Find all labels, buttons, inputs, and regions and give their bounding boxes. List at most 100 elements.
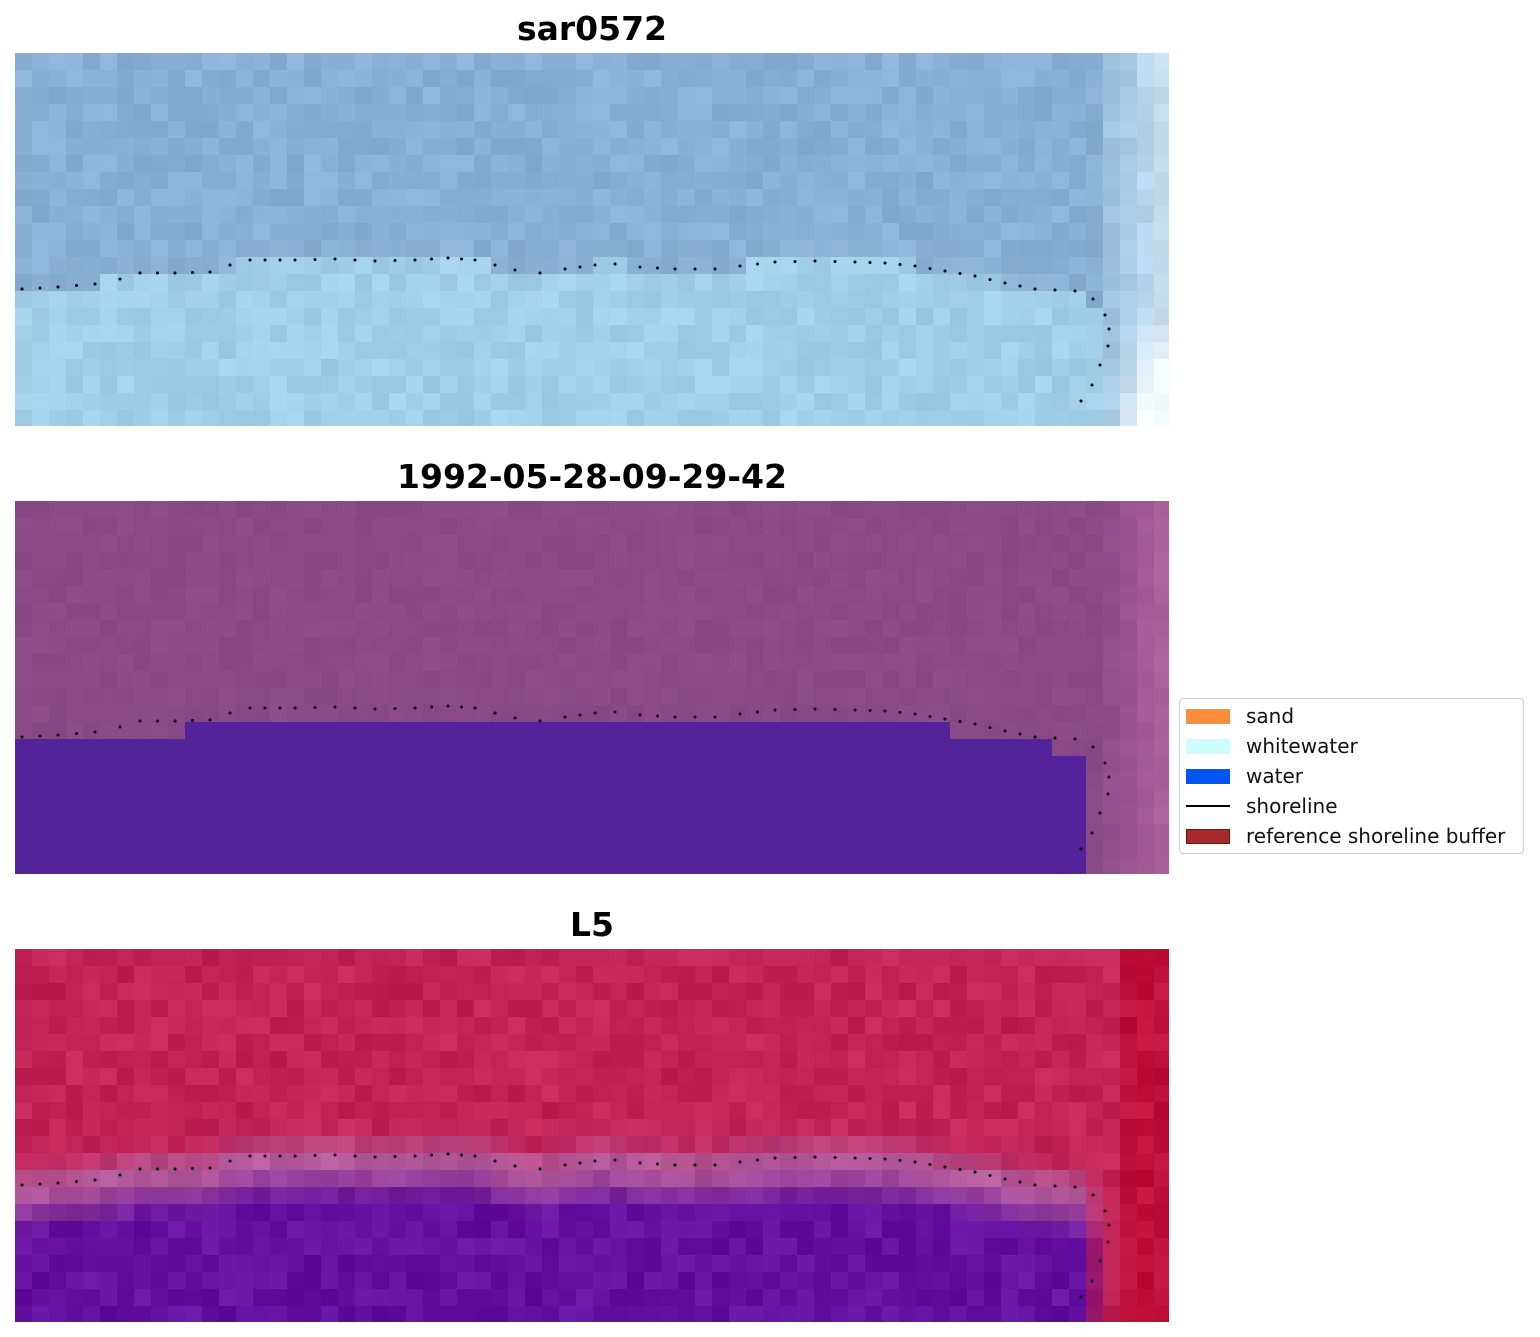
- raster-pixel: [83, 155, 101, 173]
- raster-pixel: [1052, 722, 1070, 740]
- raster-pixel: [202, 87, 220, 105]
- raster-pixel: [406, 983, 424, 1001]
- raster-pixel: [457, 1272, 475, 1290]
- raster-pixel: [338, 138, 356, 156]
- raster-pixel: [321, 790, 339, 808]
- raster-pixel: [372, 393, 390, 411]
- raster-pixel: [1120, 1153, 1138, 1171]
- raster-pixel: [1069, 654, 1087, 672]
- raster-pixel: [491, 637, 509, 655]
- raster-pixel: [389, 257, 407, 275]
- raster-pixel: [780, 603, 798, 621]
- raster-pixel: [780, 70, 798, 88]
- raster-pixel: [797, 841, 815, 859]
- raster-pixel: [559, 1238, 577, 1256]
- raster-pixel: [593, 189, 611, 207]
- raster-pixel: [1052, 240, 1070, 258]
- raster-pixel: [593, 535, 611, 553]
- raster-pixel: [1018, 359, 1036, 377]
- raster-pixel: [151, 1289, 169, 1307]
- raster-pixel: [389, 121, 407, 139]
- raster-pixel: [253, 586, 271, 604]
- raster-pixel: [253, 1153, 271, 1171]
- raster-pixel: [151, 705, 169, 723]
- raster-pixel: [304, 1085, 322, 1103]
- raster-pixel: [1069, 501, 1087, 519]
- raster-pixel: [593, 376, 611, 394]
- raster-pixel: [984, 824, 1002, 842]
- raster-pixel: [338, 1221, 356, 1239]
- raster-pixel: [457, 1170, 475, 1188]
- raster-pixel: [729, 518, 747, 536]
- shoreline-dot: [513, 716, 517, 720]
- raster-pixel: [746, 773, 764, 791]
- raster-pixel: [797, 240, 815, 258]
- raster-pixel: [746, 121, 764, 139]
- raster-pixel: [729, 773, 747, 791]
- raster-pixel: [661, 359, 679, 377]
- raster-pixel: [15, 1153, 33, 1171]
- raster-pixel: [457, 138, 475, 156]
- raster-pixel: [32, 586, 50, 604]
- raster-pixel: [15, 410, 33, 426]
- raster-pixel: [695, 1136, 713, 1154]
- raster-pixel: [406, 1204, 424, 1222]
- raster-pixel: [440, 206, 458, 224]
- raster-pixel: [933, 291, 951, 309]
- raster-pixel: [899, 586, 917, 604]
- raster-pixel: [746, 189, 764, 207]
- raster-pixel: [746, 518, 764, 536]
- raster-pixel: [746, 841, 764, 859]
- raster-pixel: [1103, 240, 1121, 258]
- raster-pixel: [321, 552, 339, 570]
- raster-pixel: [661, 518, 679, 536]
- raster-pixel: [287, 773, 305, 791]
- raster-pixel: [1103, 1221, 1121, 1239]
- raster-pixel: [576, 1306, 594, 1322]
- raster-pixel: [1103, 1119, 1121, 1137]
- raster-pixel: [1052, 1221, 1070, 1239]
- raster-pixel: [423, 552, 441, 570]
- raster-pixel: [950, 240, 968, 258]
- raster-pixel: [1052, 1204, 1070, 1222]
- raster-pixel: [1069, 359, 1087, 377]
- raster-pixel: [32, 824, 50, 842]
- raster-pixel: [1035, 1017, 1053, 1035]
- raster-pixel: [236, 1221, 254, 1239]
- raster-pixel: [933, 1204, 951, 1222]
- raster-pixel: [32, 1306, 50, 1322]
- raster-pixel: [950, 620, 968, 638]
- raster-pixel: [899, 1238, 917, 1256]
- raster-pixel: [1154, 257, 1169, 275]
- raster-pixel: [1001, 1255, 1019, 1273]
- raster-pixel: [1001, 1153, 1019, 1171]
- raster-pixel: [372, 824, 390, 842]
- raster-pixel: [1035, 189, 1053, 207]
- raster-pixel: [831, 1272, 849, 1290]
- raster-pixel: [763, 1000, 781, 1018]
- raster-pixel: [780, 637, 798, 655]
- raster-pixel: [15, 949, 33, 967]
- raster-pixel: [270, 376, 288, 394]
- raster-pixel: [1086, 1187, 1104, 1205]
- raster-pixel: [729, 1034, 747, 1052]
- raster-pixel: [542, 983, 560, 1001]
- raster-pixel: [49, 121, 67, 139]
- raster-pixel: [916, 790, 934, 808]
- raster-pixel: [117, 70, 135, 88]
- raster-pixel: [1120, 671, 1138, 689]
- raster-pixel: [202, 172, 220, 190]
- raster-pixel: [236, 359, 254, 377]
- raster-pixel: [780, 1068, 798, 1086]
- raster-pixel: [253, 257, 271, 275]
- raster-pixel: [491, 291, 509, 309]
- raster-pixel: [491, 325, 509, 343]
- raster-pixel: [151, 53, 169, 71]
- raster-pixel: [253, 1255, 271, 1273]
- raster-pixel: [389, 1017, 407, 1035]
- raster-pixel: [1120, 501, 1138, 519]
- raster-pixel: [1052, 983, 1070, 1001]
- raster-pixel: [355, 705, 373, 723]
- raster-pixel: [1154, 620, 1169, 638]
- raster-pixel: [644, 121, 662, 139]
